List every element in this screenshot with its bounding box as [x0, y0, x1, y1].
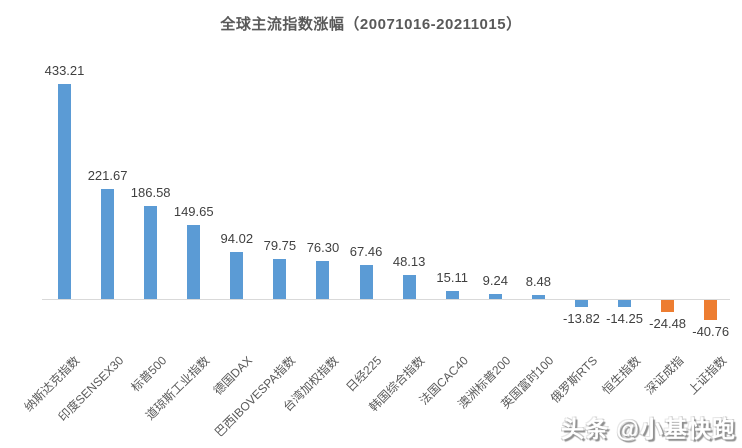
bar-value-label: 48.13: [392, 254, 426, 270]
bar: [187, 224, 201, 299]
bar-value-label: -40.76: [692, 324, 730, 340]
bar: [618, 300, 632, 308]
x-axis-line: [42, 299, 730, 300]
bar-value-label: 79.75: [263, 238, 297, 254]
bar-value-label: 76.30: [306, 240, 340, 256]
bar-value-label: 94.02: [220, 231, 254, 247]
x-axis-label: 上证指数: [685, 353, 730, 398]
bar: [101, 188, 115, 299]
bar-value-label: 149.65: [173, 203, 214, 219]
x-axis-label: 深证成指: [642, 353, 686, 398]
bar-value-label: 15.11: [436, 270, 468, 286]
bar-value-label: -14.25: [606, 311, 643, 327]
bar: [58, 83, 71, 299]
bar-value-label: 186.58: [130, 185, 171, 201]
watermark: 头条 @小基快跑: [561, 410, 736, 444]
bar: [402, 275, 416, 299]
bar: [531, 294, 545, 299]
bar-value-label: 221.67: [87, 167, 128, 183]
bar: [445, 291, 459, 299]
bar: [359, 265, 373, 299]
bar: [661, 300, 675, 313]
bar: [316, 261, 330, 299]
bar-value-label: -24.48: [649, 316, 687, 332]
bar-value-label: 433.21: [44, 62, 85, 78]
bar: [144, 206, 158, 299]
bar-value-label: 9.24: [482, 273, 508, 289]
bar: [704, 300, 718, 321]
bar-value-label: -13.82: [563, 310, 600, 326]
chart-title: 全球主流指数涨幅（20071016-20211015）: [220, 16, 522, 33]
bar: [273, 259, 287, 299]
x-axis-label: 俄罗斯RTS: [547, 353, 600, 406]
bar: [574, 300, 588, 307]
x-axis-label: 恒生指数: [599, 353, 643, 398]
bar: [488, 294, 502, 299]
bar: [230, 252, 244, 299]
watermark-text: 头条 @小基快跑: [561, 416, 736, 442]
bar-value-label: 67.46: [349, 244, 383, 260]
bar-value-label: 8.48: [525, 273, 552, 289]
